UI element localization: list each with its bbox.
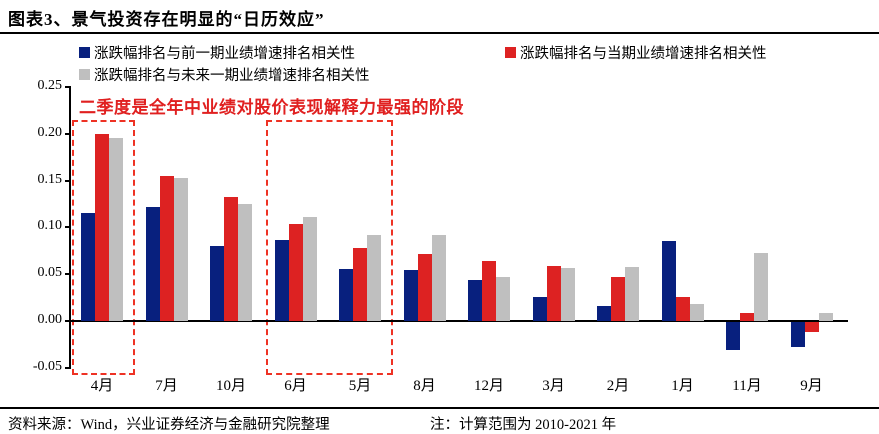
bar (611, 277, 625, 321)
y-tick-label: 0.20 (37, 124, 63, 140)
x-tick-label: 5月 (348, 378, 372, 394)
bar (597, 306, 611, 321)
y-axis-tick (65, 320, 70, 322)
y-axis-line (69, 86, 71, 369)
x-tick-label: 7月 (155, 378, 178, 394)
bar (482, 261, 496, 321)
bar (740, 313, 754, 321)
figure-title: 图表3、景气投资存在明显的“日历效应” (8, 10, 325, 29)
x-tick-label: 1月 (671, 378, 694, 394)
y-axis-tick (65, 273, 70, 276)
bar (546, 266, 561, 321)
bar (159, 176, 174, 321)
x-tick-label: 9月 (800, 378, 823, 394)
source-note: 资料来源：Wind，兴业证券经济与金融研究院整理 (8, 417, 330, 433)
legend-item-future-period: 涨跌幅排名与未来一期业绩增速排名相关性 (79, 64, 370, 85)
bar (288, 224, 303, 321)
y-tick-label: -0.05 (32, 358, 62, 374)
y-tick-label: 0.10 (37, 218, 63, 234)
y-tick-label: 0.00 (37, 312, 63, 327)
bar (224, 197, 238, 321)
y-tick-label: 0.05 (37, 265, 63, 281)
bar (238, 204, 252, 321)
legend-swatch-red-icon (505, 47, 516, 58)
legend-item-current-period: 涨跌幅排名与当期业绩增速排名相关性 (505, 42, 767, 63)
legend-item-prev-period: 涨跌幅排名与前一期业绩增速排名相关性 (79, 42, 355, 63)
x-tick-label: 10月 (215, 378, 246, 394)
y-tick-label: 0.15 (37, 171, 63, 187)
legend-swatch-blue-icon (79, 47, 90, 58)
x-tick-label: 6月 (284, 378, 307, 394)
title-divider (0, 32, 879, 34)
bar (173, 178, 188, 321)
highlight-box (265, 120, 393, 375)
bar (367, 235, 381, 321)
bar (95, 134, 109, 321)
bar (496, 277, 510, 321)
footer-divider (0, 407, 879, 409)
bar (754, 253, 768, 321)
bar (726, 322, 740, 350)
bar (431, 235, 446, 321)
bar (109, 138, 123, 321)
legend-swatch-gray-icon (79, 69, 90, 80)
bar (675, 297, 690, 321)
calc-note: 注：计算范围为 2010-2021 年 (430, 417, 617, 433)
y-axis-tick (65, 86, 70, 88)
bar (818, 313, 833, 321)
x-tick-label: 4月 (90, 378, 114, 394)
chart-footer: 资料来源：Wind，兴业证券经济与金融研究院整理 注：计算范围为 2010-20… (8, 413, 873, 434)
x-axis-baseline (70, 320, 848, 322)
bar (689, 304, 704, 321)
x-tick-label: 3月 (542, 378, 565, 394)
bar (81, 213, 95, 321)
x-tick-label: 11月 (732, 378, 762, 394)
bar (417, 254, 432, 321)
bar (145, 207, 160, 321)
y-axis-tick (65, 179, 70, 182)
x-tick-label: 2月 (606, 378, 630, 394)
bar (532, 297, 547, 321)
y-axis-tick (65, 366, 70, 369)
legend-label-prev-period: 涨跌幅排名与前一期业绩增速排名相关性 (94, 46, 355, 62)
bar (302, 217, 317, 321)
bar (804, 322, 819, 332)
bar (625, 267, 639, 321)
legend-label-future-period: 涨跌幅排名与未来一期业绩增速排名相关性 (94, 68, 370, 84)
legend-label-current-period: 涨跌幅排名与当期业绩增速排名相关性 (520, 46, 767, 62)
y-axis-tick (65, 132, 70, 135)
bar (274, 240, 289, 321)
bar (210, 246, 224, 321)
x-tick-label: 8月 (413, 378, 436, 394)
x-tick-label: 12月 (473, 378, 504, 394)
y-tick-label: 0.25 (37, 78, 63, 93)
bar (403, 270, 418, 321)
bar (339, 269, 353, 321)
y-axis-tick (65, 226, 70, 229)
chart-annotation: 二季度是全年中业绩对股价表现解释力最强的阶段 (79, 98, 464, 117)
bar (661, 241, 676, 321)
bar (560, 268, 575, 321)
bar (353, 248, 367, 321)
bar (468, 280, 482, 321)
bar (790, 322, 805, 347)
highlight-box (72, 120, 135, 375)
